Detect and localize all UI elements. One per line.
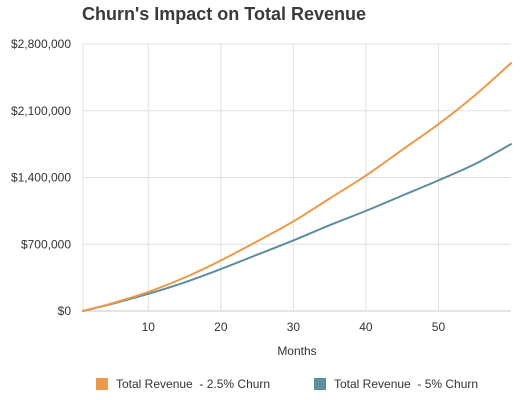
legend-label-2-5-churn: Total Revenue - 2.5% Churn [116, 377, 271, 391]
series-line-5-churn [82, 143, 512, 312]
legend-swatch-2-5-churn [96, 378, 108, 390]
y-tick-label: $2,100,000 [11, 104, 71, 118]
y-tick-label: $0 [58, 304, 72, 318]
x-tick-label: 20 [214, 320, 228, 334]
x-axis-label: Months [277, 344, 316, 358]
series-line-2-5-churn [82, 62, 512, 312]
legend-item-2-5-churn[interactable]: Total Revenue - 2.5% Churn [96, 377, 270, 391]
y-tick-label: $2,800,000 [11, 37, 71, 51]
chart-legend: Total Revenue - 2.5% Churn Total Revenue… [0, 377, 520, 395]
chart-title: Churn's Impact on Total Revenue [82, 4, 366, 24]
y-tick-label: $1,400,000 [11, 171, 71, 185]
legend-swatch-5-churn [314, 378, 326, 390]
x-tick-label: 50 [432, 320, 446, 334]
legend-label-5-churn: Total Revenue - 5% Churn [334, 377, 479, 391]
x-tick-label: 10 [142, 320, 156, 334]
x-tick-label: 30 [287, 320, 301, 334]
legend-item-5-churn[interactable]: Total Revenue - 5% Churn [314, 377, 478, 391]
y-tick-label: $700,000 [21, 237, 71, 251]
x-tick-label: 40 [359, 320, 373, 334]
